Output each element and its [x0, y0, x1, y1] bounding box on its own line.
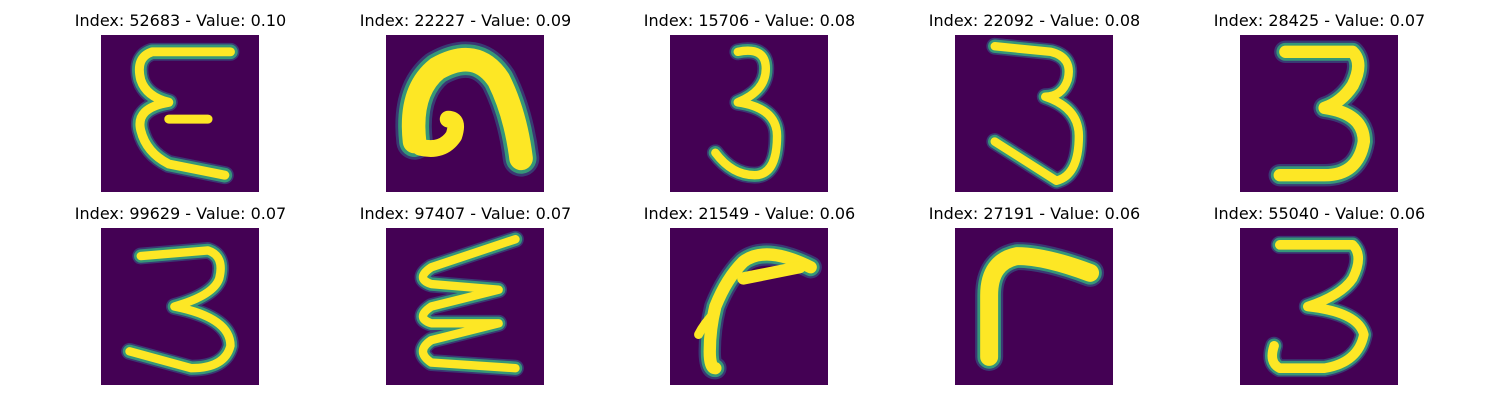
epsilon-3-icon	[101, 35, 259, 192]
digit-image	[955, 35, 1113, 192]
panel-title: Index: 22227 - Value: 0.09	[323, 10, 608, 32]
corner-icon	[955, 228, 1113, 385]
panel-title: Index: 21549 - Value: 0.06	[607, 203, 892, 225]
digit-3-icon	[1240, 35, 1398, 192]
panel-title: Index: 28425 - Value: 0.07	[1177, 10, 1462, 32]
digit-image	[386, 228, 544, 385]
panel-title: Index: 97407 - Value: 0.07	[323, 203, 608, 225]
digit-3-icon	[101, 228, 259, 385]
digit-image	[101, 35, 259, 192]
panel-title: Index: 15706 - Value: 0.08	[607, 10, 892, 32]
panel-title: Index: 27191 - Value: 0.06	[892, 203, 1177, 225]
panel-title: Index: 22092 - Value: 0.08	[892, 10, 1177, 32]
digit-image	[386, 35, 544, 192]
digit-image	[1240, 35, 1398, 192]
digit-3-icon	[670, 35, 828, 192]
panel: Index: 52683 - Value: 0.10	[38, 10, 323, 200]
digit-3-icon	[1240, 228, 1398, 385]
digit-image	[670, 35, 828, 192]
panel: Index: 22092 - Value: 0.08	[892, 10, 1177, 200]
digit-3-icon	[955, 35, 1113, 192]
blob-arch-icon	[386, 35, 544, 192]
panel: Index: 55040 - Value: 0.06	[1177, 203, 1462, 393]
panel: Index: 27191 - Value: 0.06	[892, 203, 1177, 393]
digit-image	[670, 228, 828, 385]
panel: Index: 28425 - Value: 0.07	[1177, 10, 1462, 200]
panel: Index: 99629 - Value: 0.07	[38, 203, 323, 393]
panel-title: Index: 52683 - Value: 0.10	[38, 10, 323, 32]
panel-title: Index: 55040 - Value: 0.06	[1177, 203, 1462, 225]
panel-title: Index: 99629 - Value: 0.07	[38, 203, 323, 225]
digit-image	[101, 228, 259, 385]
hook-icon	[670, 228, 828, 385]
panel: Index: 97407 - Value: 0.07	[323, 203, 608, 393]
panel: Index: 22227 - Value: 0.09	[323, 10, 608, 200]
digit-image	[1240, 228, 1398, 385]
zigzag-icon	[386, 228, 544, 385]
panel: Index: 21549 - Value: 0.06	[607, 203, 892, 393]
panel: Index: 15706 - Value: 0.08	[607, 10, 892, 200]
digit-image	[955, 228, 1113, 385]
